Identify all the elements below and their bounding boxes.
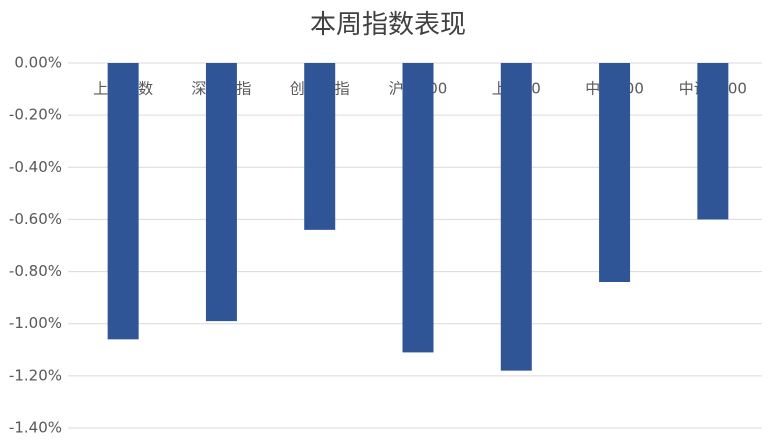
y-tick-label: -1.20%	[9, 366, 62, 384]
bar	[500, 63, 532, 371]
y-tick-label: -1.40%	[9, 419, 62, 437]
y-tick-label: -0.20%	[9, 106, 62, 124]
bar	[599, 63, 631, 282]
bar	[304, 63, 336, 230]
chart-title: 本周指数表现	[310, 10, 466, 40]
bar	[107, 63, 139, 340]
y-tick-label: -0.60%	[9, 210, 62, 228]
bar	[402, 63, 434, 353]
bar	[697, 63, 729, 220]
y-tick-label: 0.00%	[14, 54, 62, 72]
y-tick-label: -0.80%	[9, 262, 62, 280]
bar	[205, 63, 237, 322]
y-tick-label: -0.40%	[9, 158, 62, 176]
y-tick-label: -1.00%	[9, 314, 62, 332]
